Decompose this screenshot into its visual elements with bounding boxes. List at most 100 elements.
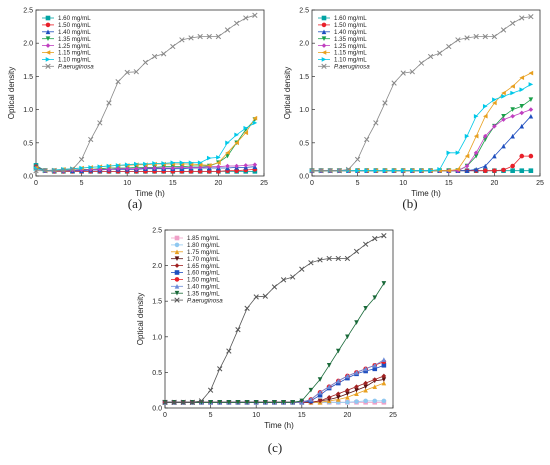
data-point (382, 168, 388, 173)
legend: 1.60 mg/mL1.50 mg/mL1.40 mg/mL1.35 mg/mL… (318, 15, 370, 71)
data-point (97, 120, 103, 126)
legend-label: 1.50 mg/mL (334, 22, 367, 29)
data-point (482, 103, 488, 109)
data-point (143, 161, 148, 167)
data-point (446, 150, 452, 156)
data-point (290, 274, 296, 280)
data-point (216, 160, 221, 166)
y-tick-label: 1.5 (152, 299, 162, 306)
data-point (363, 306, 368, 311)
x-tick-label: 15 (445, 180, 453, 187)
series-line (35, 117, 256, 172)
data-point (381, 398, 387, 404)
y-tick-label: 1.0 (299, 107, 309, 114)
legend-label: 1.10 mg/mL (58, 57, 91, 64)
data-point (124, 166, 130, 171)
data-point (243, 15, 249, 21)
data-point (206, 33, 212, 40)
data-point (482, 163, 488, 169)
data-point (354, 387, 359, 393)
legend-marker (321, 22, 327, 28)
data-point (473, 133, 479, 139)
data-point (528, 113, 534, 119)
data-point (501, 90, 506, 96)
series-line (312, 99, 532, 172)
data-point (473, 113, 479, 119)
data-point (464, 133, 470, 139)
data-point (253, 400, 259, 405)
data-point (519, 123, 525, 129)
data-point (482, 113, 488, 119)
data-point (124, 69, 130, 76)
series-5 (162, 373, 387, 405)
x-tick-label: 10 (123, 180, 131, 187)
legend-marker (45, 22, 51, 28)
data-point (234, 163, 239, 169)
data-point (225, 150, 230, 156)
data-point (272, 400, 277, 405)
x-tick-label: 20 (215, 180, 223, 187)
data-point (226, 400, 232, 405)
panel-b: 0 5 10 15 20 25 0.0 0.5 1.0 1.5 2.0 2.5 Time (h) Opti… (283, 8, 544, 199)
data-point (244, 400, 250, 405)
data-point (115, 163, 121, 168)
data-point (134, 166, 139, 171)
series-line (165, 375, 385, 403)
legend-marker (45, 50, 51, 55)
series-line (165, 364, 385, 403)
data-point (88, 165, 94, 170)
data-point (225, 163, 230, 169)
y-axis-title: Optical density (283, 67, 292, 119)
data-point (345, 334, 350, 340)
legend-label: 1.65 mg/mL (187, 263, 220, 270)
data-point (252, 115, 258, 121)
y-tick-label: 2.5 (23, 8, 33, 15)
legend-label: 1.85 mg/mL (187, 235, 220, 242)
series-7 (162, 359, 387, 405)
data-point (455, 167, 461, 172)
data-point (345, 387, 350, 393)
data-point (327, 168, 333, 174)
legend-marker (321, 43, 327, 48)
y-tick-label: 2.5 (299, 8, 309, 15)
data-point (519, 75, 525, 81)
data-point (162, 399, 168, 405)
data-point (509, 20, 516, 26)
data-point (188, 160, 194, 166)
data-point (335, 348, 341, 354)
x-tick-label: 0 (310, 180, 314, 187)
data-point (528, 97, 534, 102)
series-8 (309, 13, 534, 174)
legend-label: 1.80 mg/mL (187, 242, 220, 249)
data-point (115, 166, 121, 171)
data-point (355, 168, 360, 173)
data-point (353, 248, 360, 255)
data-point (372, 398, 378, 404)
data-point (491, 33, 498, 40)
data-point (473, 167, 479, 172)
data-point (335, 255, 341, 262)
legend-marker (45, 15, 51, 21)
legend-marker (321, 63, 327, 69)
data-point (400, 168, 406, 173)
data-point (235, 327, 241, 333)
data-point (234, 132, 239, 138)
x-tick-label: 10 (252, 412, 260, 419)
data-point (363, 380, 368, 386)
x-tick-label: 25 (260, 180, 268, 187)
y-tick-label: 2.0 (299, 41, 309, 48)
data-point (217, 400, 223, 405)
data-point (281, 400, 286, 405)
y-tick-label: 2.0 (23, 41, 33, 48)
data-point (510, 113, 515, 119)
data-point (299, 398, 305, 404)
data-point (317, 257, 323, 263)
data-point (152, 165, 157, 171)
data-point (106, 163, 112, 169)
data-point (354, 384, 359, 389)
legend-marker (45, 57, 51, 62)
legend-label: 1.40 mg/mL (187, 284, 220, 291)
legend-label: 1.15 mg/mL (58, 50, 91, 57)
data-point (308, 260, 314, 266)
legend-label: 1.15 mg/mL (334, 50, 367, 57)
